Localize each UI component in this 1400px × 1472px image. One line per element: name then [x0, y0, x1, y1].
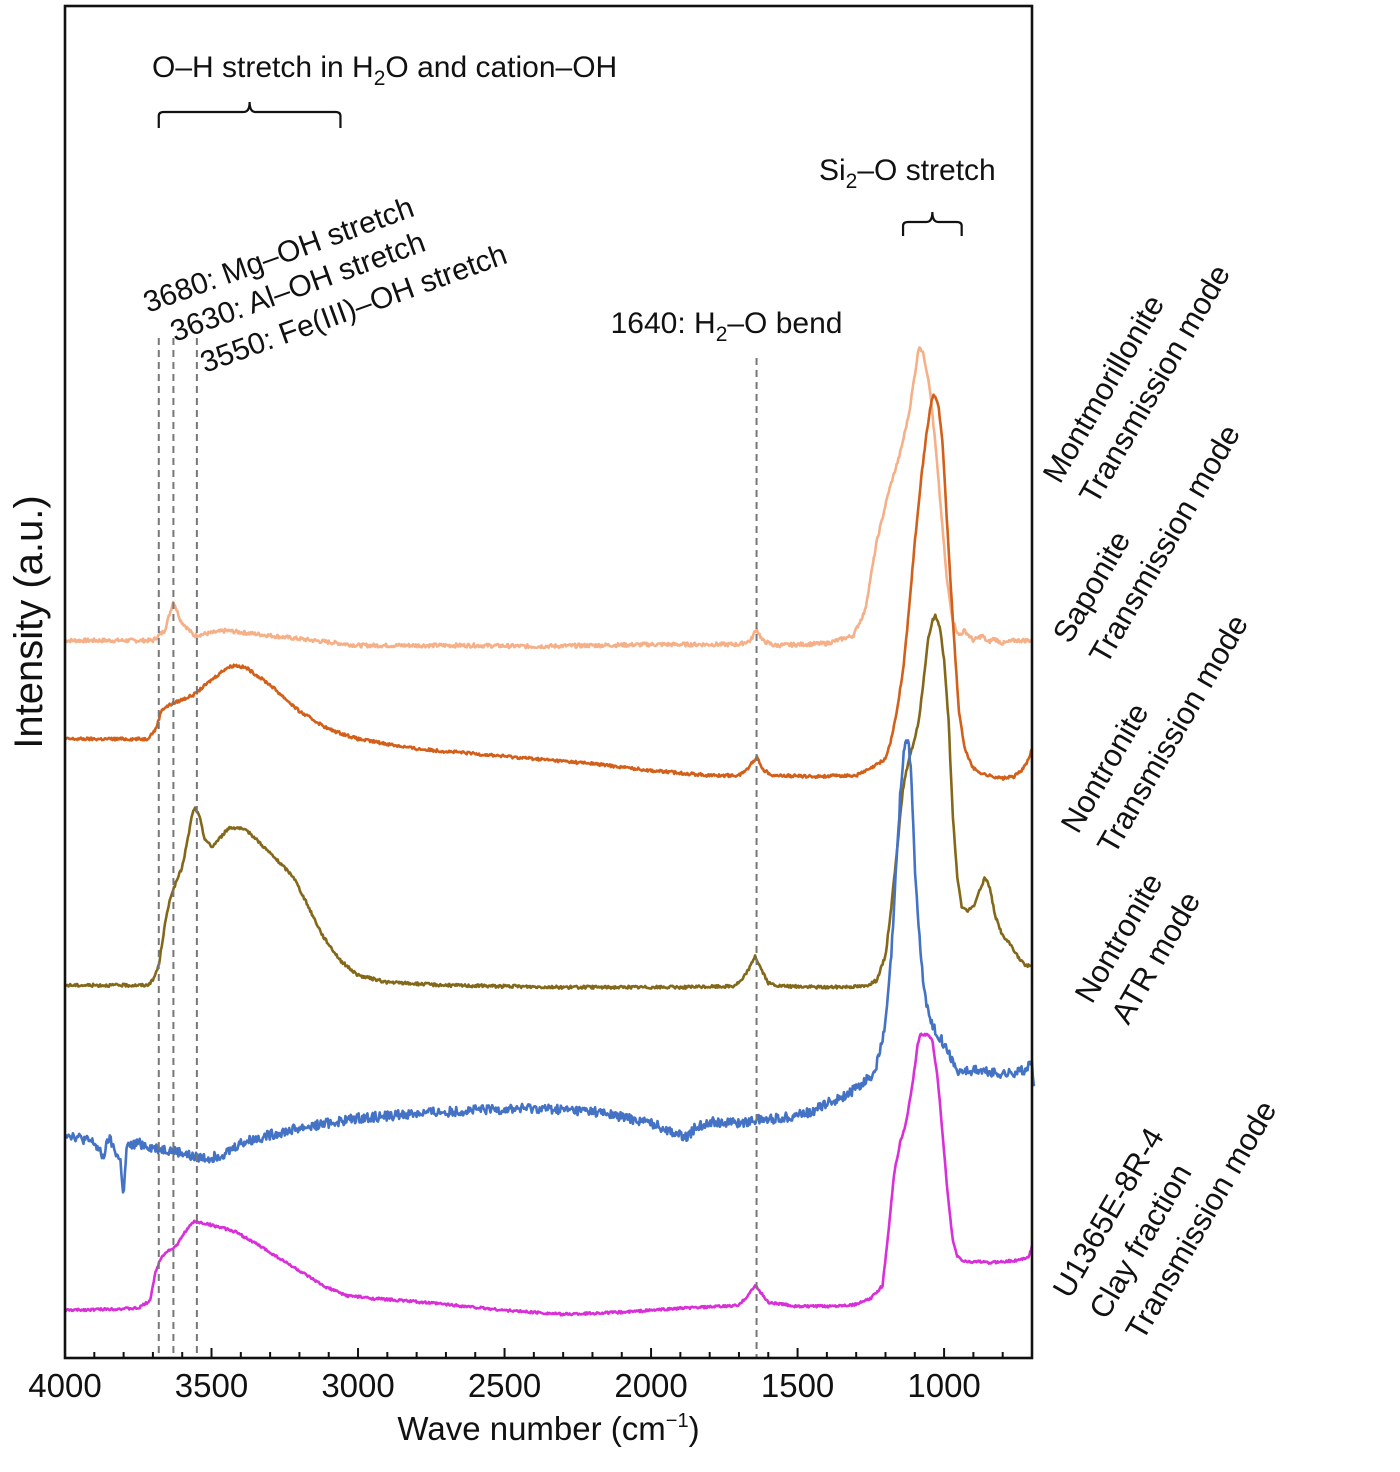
oh-stretch-bracket	[157, 101, 342, 128]
series-line-montmorillonite	[64, 346, 1033, 650]
y-axis-title: Intensity (a.u.)	[7, 495, 51, 748]
plot-frame	[63, 4, 1034, 1360]
x-tick-label: 2500	[468, 1367, 541, 1404]
series-labels: MontmorilloniteTransmission modeSaponite…	[1036, 259, 1284, 1346]
x-tick-label: 2000	[614, 1367, 687, 1404]
x-tick-label: 1000	[907, 1367, 980, 1404]
x-tick-label: 4000	[28, 1367, 101, 1404]
series-layer	[63, 346, 1036, 1317]
series-label-nontronite_atr: NontroniteATR mode	[1068, 865, 1208, 1030]
oh-stretch-annotation: O–H stretch in H2O and cation–OH	[152, 51, 617, 90]
si-o-stretch-annotation: Si2–O stretch	[819, 154, 996, 193]
series-label-u1365e: U1365E-8R-4Clay fractionTransmission mod…	[1046, 1053, 1284, 1346]
series-line-u1365e	[64, 1032, 1034, 1317]
series-line-nontronite_trans	[63, 613, 1033, 990]
si-o-stretch-bracket	[901, 211, 963, 236]
x-axis-ticks: 4000 3500 3000 2500 2000 1500 1000	[28, 1348, 1004, 1404]
series-line-saponite	[64, 393, 1034, 781]
curly-bracket	[157, 101, 342, 128]
h2o-bend-annotation: 1640: H2–O bend	[611, 307, 843, 346]
x-tick-label: 3000	[321, 1367, 394, 1404]
x-tick-label: 3500	[175, 1367, 248, 1404]
series-line-nontronite_atr	[64, 739, 1036, 1194]
x-axis-title: Wave number (cm−1)	[397, 1410, 699, 1447]
reference-lines	[157, 338, 758, 1358]
curly-bracket	[901, 211, 963, 236]
x-tick-label: 1500	[761, 1367, 834, 1404]
